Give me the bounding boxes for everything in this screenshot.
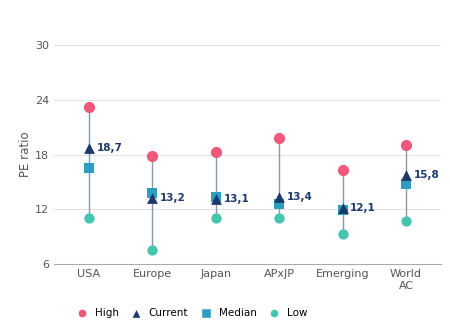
Point bbox=[339, 167, 346, 173]
Point bbox=[402, 143, 410, 148]
Point bbox=[212, 195, 220, 200]
Legend: High, Current, Median, Low: High, Current, Median, Low bbox=[68, 304, 311, 322]
Point bbox=[212, 197, 220, 202]
Point bbox=[402, 219, 410, 224]
Text: 13,1: 13,1 bbox=[223, 194, 249, 204]
Point bbox=[149, 248, 156, 253]
Point bbox=[275, 136, 283, 141]
Point bbox=[212, 216, 220, 221]
Point bbox=[86, 146, 93, 151]
Text: 13,4: 13,4 bbox=[287, 192, 313, 202]
Point bbox=[339, 206, 346, 211]
Point bbox=[402, 181, 410, 186]
Y-axis label: PE ratio: PE ratio bbox=[19, 132, 32, 177]
Point bbox=[275, 201, 283, 206]
Point bbox=[275, 194, 283, 199]
Point bbox=[86, 216, 93, 221]
Point bbox=[339, 231, 346, 236]
Point bbox=[86, 105, 93, 110]
Text: 12,1: 12,1 bbox=[350, 204, 376, 213]
Point bbox=[149, 190, 156, 195]
Point bbox=[212, 149, 220, 155]
Point bbox=[86, 166, 93, 171]
Text: 15,8: 15,8 bbox=[414, 170, 440, 180]
Point bbox=[339, 208, 346, 213]
Point bbox=[149, 154, 156, 159]
Point bbox=[149, 196, 156, 201]
Point bbox=[275, 216, 283, 221]
Point bbox=[402, 172, 410, 177]
Text: 18,7: 18,7 bbox=[96, 143, 122, 153]
Text: PER 12m forward since 2011, MSCI indices: PER 12m forward since 2011, MSCI indices bbox=[66, 12, 384, 25]
Text: 13,2: 13,2 bbox=[160, 193, 186, 204]
